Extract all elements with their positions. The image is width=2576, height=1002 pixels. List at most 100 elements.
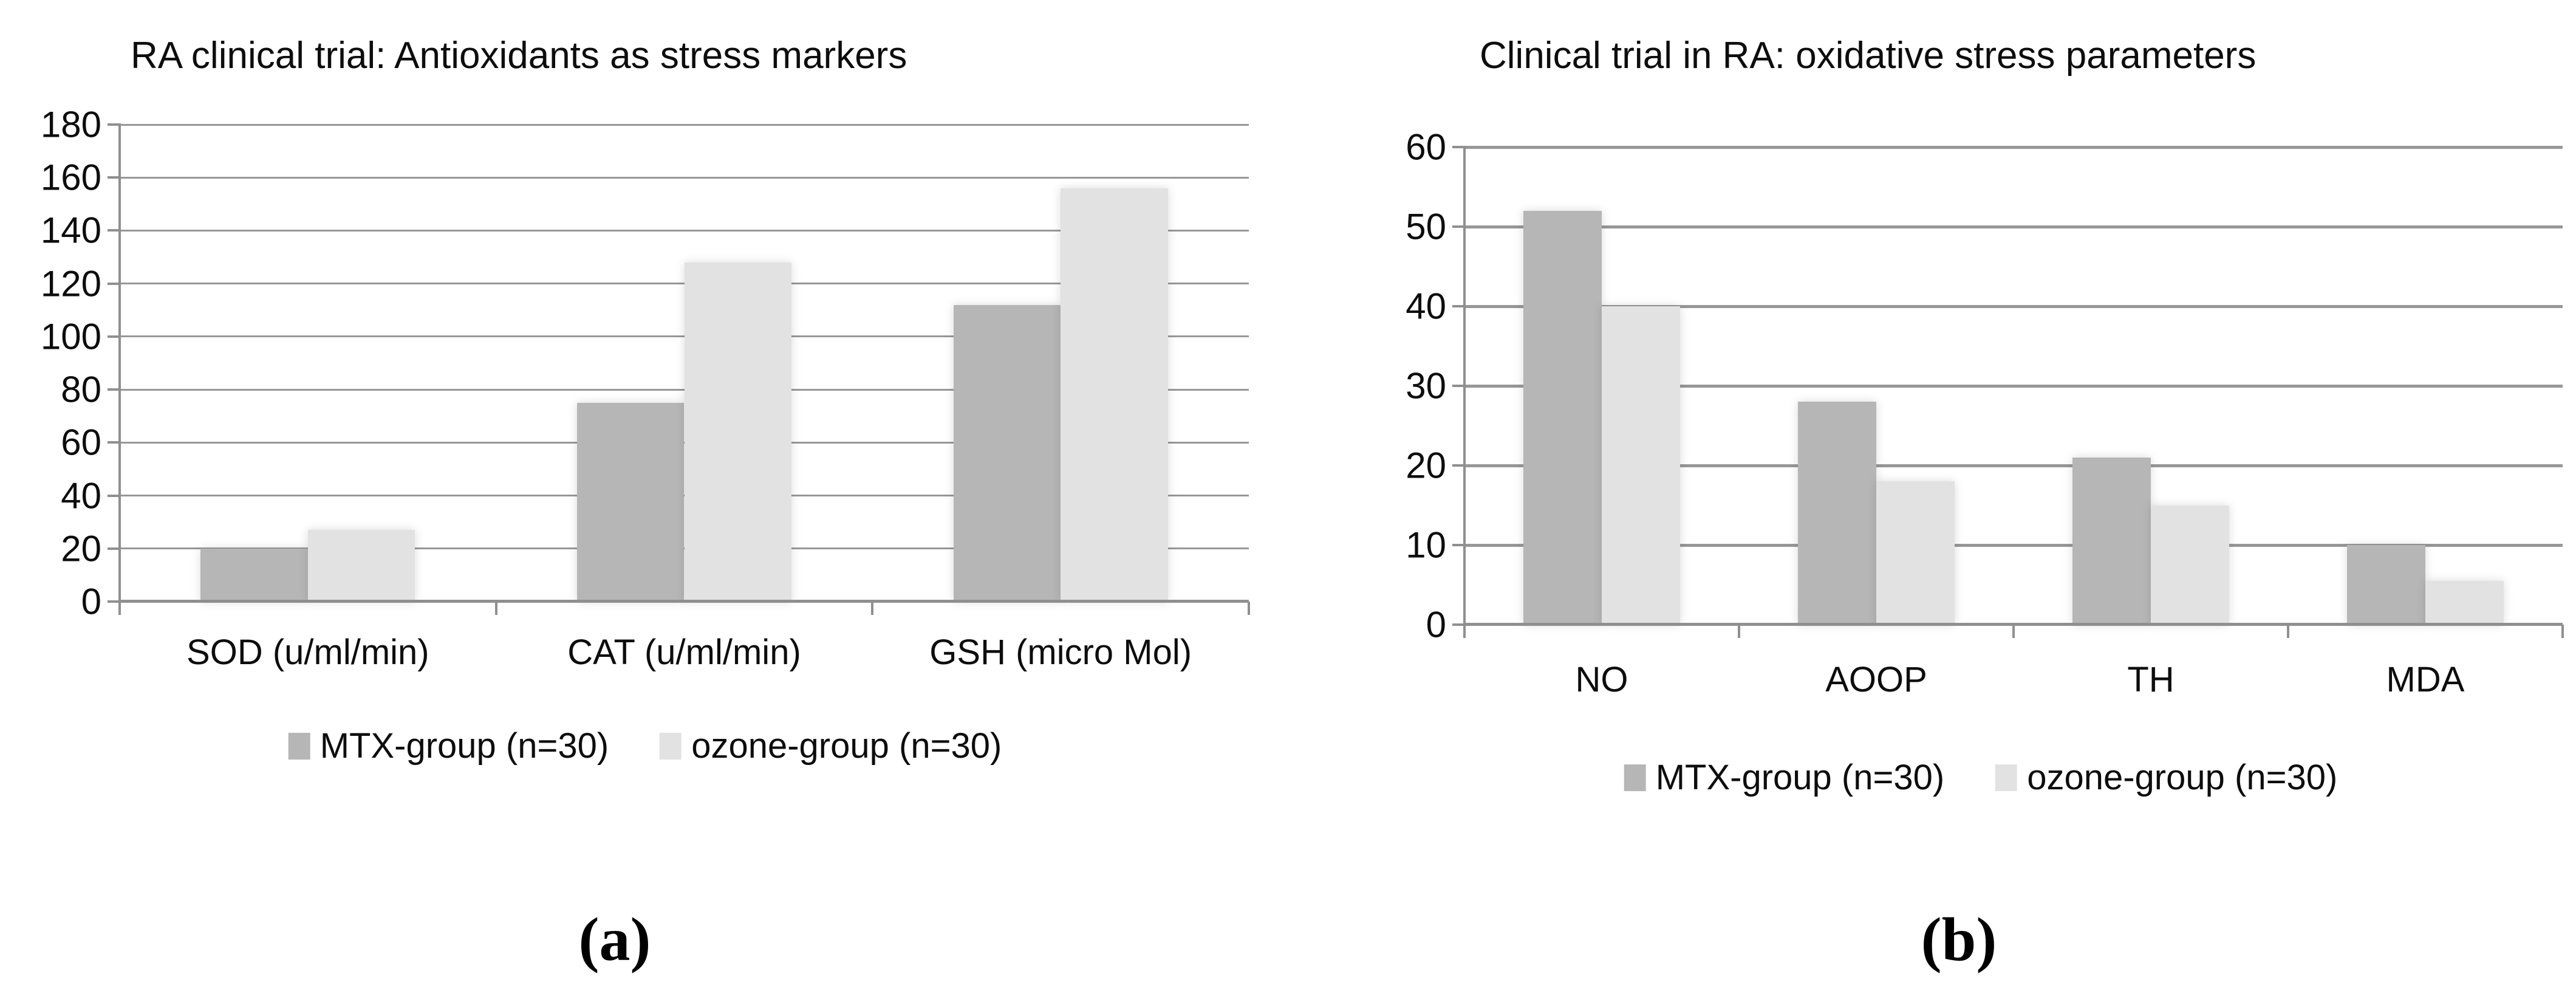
chart-b-title: Clinical trial in RA: oxidative stress p… <box>1480 35 2257 77</box>
legend-swatch-icon <box>1624 764 1646 791</box>
y-axis-tick-label: 160 <box>40 157 101 198</box>
y-axis-tick-label: 120 <box>40 263 101 304</box>
chart-b-plot-area: 0 10 20 30 40 50 60 <box>1406 127 2564 645</box>
y-axis-tick-label: 30 <box>1406 365 1446 407</box>
y-axis-tick-label: 60 <box>61 422 101 463</box>
y-axis-tick <box>108 494 118 497</box>
y-axis-tick <box>1452 225 1463 228</box>
x-axis-tick <box>2287 625 2289 638</box>
chart-a-caption: (a) <box>578 905 651 974</box>
x-axis-category-label: GSH (micro Mol) <box>929 633 1192 672</box>
x-axis-category-label: SOD (u/ml/min) <box>186 633 429 672</box>
y-axis-tick-label: 140 <box>40 210 101 251</box>
bar-ozone-group-cat <box>684 262 792 602</box>
y-axis-tick-label: 0 <box>1426 604 1446 645</box>
x-axis-tick <box>871 602 874 615</box>
y-axis-tick-label: 20 <box>61 528 101 569</box>
legend-swatch-icon <box>288 732 310 760</box>
y-axis-tick-label: 80 <box>61 369 101 410</box>
chart-a-plot-area: 0 20 40 60 80 100 120 140 160 180 <box>41 105 1250 622</box>
chart-b-caption: (b) <box>1921 905 1997 974</box>
legend-label: ozone-group (n=30) <box>691 726 1002 766</box>
bar-mtx-group-gsh <box>953 304 1061 602</box>
x-axis-tick <box>1738 625 1740 638</box>
gridline-y-10 <box>1464 543 2563 547</box>
y-axis-tick-label: 40 <box>1406 286 1446 327</box>
gridline-y-160 <box>120 176 1249 179</box>
gridline-y-140 <box>120 229 1249 232</box>
y-axis-tick <box>108 547 118 550</box>
bar-ozone-group-gsh <box>1061 188 1168 602</box>
bar-mtx-group-mda <box>2347 545 2425 625</box>
x-axis-tick <box>1248 602 1250 615</box>
y-axis-tick-label: 60 <box>1406 126 1446 168</box>
bar-ozone-group-mda <box>2425 580 2504 625</box>
bar-ozone-group-aoop <box>1876 481 1955 625</box>
bar-mtx-group-no <box>1523 210 1602 625</box>
legend-item: MTX-group (n=30) <box>1624 757 1944 798</box>
x-axis-tick <box>494 602 497 615</box>
gridline-y-60 <box>1464 145 2563 149</box>
legend-label: MTX-group (n=30) <box>319 726 609 766</box>
legend-swatch-icon <box>1995 764 2018 791</box>
x-axis-line <box>1463 623 2563 626</box>
y-axis-tick <box>108 229 118 232</box>
y-axis-line <box>118 123 121 603</box>
x-axis-tick <box>2012 625 2015 638</box>
x-axis-category-label: NO <box>1575 660 1628 699</box>
chart-panel-a: RA clinical trial: Antioxidants as stres… <box>41 35 1250 974</box>
x-axis-category-label: TH <box>2127 660 2175 699</box>
chart-b-legend: MTX-group (n=30) ozone-group (n=30) <box>1624 757 2337 798</box>
x-axis-tick <box>118 602 121 615</box>
y-axis-tick <box>108 600 118 603</box>
y-axis-tick <box>1452 544 1463 546</box>
y-axis-tick-label: 100 <box>40 316 101 357</box>
chart-a-legend: MTX-group (n=30) ozone-group (n=30) <box>288 726 1002 766</box>
bar-mtx-group-aoop <box>1798 402 1876 625</box>
x-axis-category-label: MDA <box>2386 660 2465 699</box>
bar-mtx-group-sod <box>200 548 308 602</box>
y-axis-tick-label: 0 <box>81 581 101 622</box>
y-axis-tick <box>1452 385 1463 387</box>
bar-mtx-group-cat <box>576 402 685 602</box>
legend-item: ozone-group (n=30) <box>660 726 1002 766</box>
legend-label: MTX-group (n=30) <box>1655 758 1945 797</box>
gridline-y-180 <box>120 123 1249 126</box>
bar-ozone-group-sod <box>307 530 415 602</box>
bar-mtx-group-th <box>2072 457 2151 625</box>
chart-a-title: RA clinical trial: Antioxidants as stres… <box>131 35 907 77</box>
y-axis-tick <box>1452 623 1463 626</box>
y-axis-tick-label: 10 <box>1406 524 1446 566</box>
x-axis-tick <box>1463 625 1466 638</box>
y-axis-tick <box>108 335 118 338</box>
legend-item: ozone-group (n=30) <box>1995 757 2337 798</box>
x-axis-category-label: AOOP <box>1825 660 1927 699</box>
y-axis-tick <box>1452 305 1463 307</box>
gridline-y-40 <box>1464 304 2563 308</box>
y-axis-tick-label: 40 <box>61 475 101 516</box>
y-axis-tick <box>108 282 118 285</box>
gridline-y-50 <box>1464 225 2563 228</box>
gridline-y-30 <box>1464 384 2563 388</box>
gridline-y-20 <box>1464 464 2563 467</box>
x-axis-category-label: CAT (u/ml/min) <box>567 633 801 672</box>
y-axis-tick <box>108 123 118 126</box>
chart-panel-b: Clinical trial in RA: oxidative stress p… <box>1336 0 2576 1002</box>
y-axis-tick-label: 50 <box>1406 206 1446 247</box>
bar-ozone-group-th <box>2151 505 2229 625</box>
x-axis-tick <box>2561 625 2564 638</box>
y-axis-tick <box>1452 146 1463 148</box>
x-axis-line <box>118 600 1249 603</box>
y-axis-tick <box>1452 464 1463 467</box>
y-axis-tick-label: 20 <box>1406 445 1446 486</box>
bar-ozone-group-no <box>1602 306 1680 625</box>
y-axis-tick <box>108 176 118 179</box>
legend-swatch-icon <box>660 732 682 760</box>
y-axis-tick <box>108 388 118 391</box>
legend-item: MTX-group (n=30) <box>288 726 609 766</box>
y-axis-line <box>1463 146 1466 626</box>
y-axis-tick <box>108 441 118 444</box>
y-axis-tick-label: 180 <box>40 104 101 145</box>
legend-label: ozone-group (n=30) <box>2027 758 2338 797</box>
